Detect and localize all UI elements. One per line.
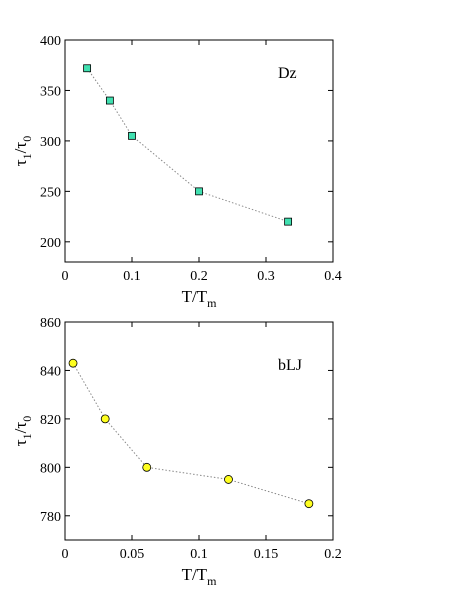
top-chart: 0 0.1 0.2 0.3 0.4 200 250 300 350 400 Dz T/Tm τ1/τ0 [11, 34, 342, 310]
top-annotation: Dz [278, 65, 297, 82]
bottom-plot-frame [64, 321, 334, 541]
top-ytick-label: 250 [40, 185, 61, 200]
bottom-xtick-label: 0.15 [254, 547, 279, 562]
bottom-data-point [224, 475, 233, 484]
bottom-xtick-label: 0 [62, 547, 69, 562]
bottom-series-line [72, 362, 310, 505]
top-xtick-label: 0.1 [123, 269, 141, 284]
bottom-ylabel: τ1/τ0 [11, 416, 34, 446]
top-xtick-label: 0.3 [257, 269, 275, 284]
top-ytick-label: 350 [40, 84, 61, 99]
bottom-ytick-label: 780 [40, 510, 61, 525]
top-xtick-label: 0 [62, 269, 69, 284]
bottom-ytick-label: 860 [40, 316, 61, 331]
bottom-xtick-label: 0.2 [324, 547, 342, 562]
top-data-point [128, 131, 136, 140]
bottom-xtick-label: 0.1 [190, 547, 208, 562]
top-xtick-label: 0.4 [324, 269, 342, 284]
bottom-chart: 0 0.05 0.1 0.15 0.2 780 800 820 840 860 bLJ T/Tm τ1/… [11, 316, 342, 588]
top-data-point [284, 217, 293, 226]
bottom-ytick-label: 820 [40, 413, 61, 428]
bottom-ytick-label: 800 [40, 461, 61, 476]
top-ytick-label: 400 [40, 34, 61, 49]
bottom-data-point [304, 499, 314, 509]
bottom-data-point [68, 358, 78, 368]
top-series-line [86, 67, 289, 223]
top-ytick-label: 300 [40, 135, 61, 150]
top-xtick-label: 0.2 [190, 269, 208, 284]
bottom-ytick-label: 840 [40, 364, 61, 379]
bottom-xlabel: T/Tm [182, 565, 218, 588]
top-ylabel: τ1/τ0 [11, 136, 34, 166]
bottom-data-point [142, 462, 152, 472]
bottom-data-point [100, 414, 110, 424]
top-data-point [83, 64, 92, 73]
top-xlabel: T/Tm [182, 287, 218, 310]
bottom-xtick-label: 0.05 [120, 547, 145, 562]
top-data-point [105, 96, 114, 105]
bottom-annotation: bLJ [278, 357, 302, 374]
top-data-point [195, 187, 203, 196]
top-ytick-label: 200 [40, 236, 61, 251]
